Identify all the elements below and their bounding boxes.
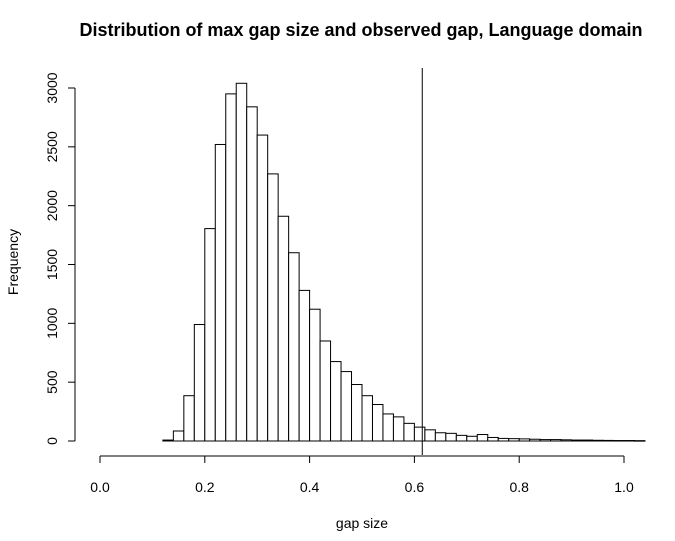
histogram-bar: [529, 438, 541, 442]
x-tick-label: 0.8: [509, 479, 529, 495]
histogram-bar: [330, 361, 342, 442]
histogram-bar: [267, 173, 279, 442]
x-tick-label: 0.4: [300, 479, 320, 495]
histogram-bar: [602, 439, 615, 442]
histogram-bar: [298, 289, 311, 442]
histogram-bar: [581, 439, 594, 442]
histogram-bar: [592, 439, 604, 442]
histogram-bar: [424, 429, 436, 442]
histogram-bar: [445, 432, 457, 442]
histogram-bar: [434, 432, 447, 442]
histogram-bar: [162, 439, 174, 442]
histogram-bar: [225, 93, 237, 442]
histogram-bar: [623, 440, 635, 442]
y-axis-label: Frequency: [5, 229, 21, 295]
y-tick-label: 2000: [44, 190, 60, 221]
histogram-bar: [633, 440, 646, 442]
histogram-bar: [172, 430, 185, 442]
histogram-bars: [162, 82, 646, 442]
histogram-bar: [466, 435, 478, 442]
histogram-bar: [413, 426, 426, 442]
histogram-bar: [560, 439, 573, 442]
histogram-bar: [403, 422, 415, 442]
histogram-bar: [550, 439, 562, 442]
y-tick-label: 500: [44, 370, 60, 394]
histogram-bar: [476, 434, 489, 442]
histogram-bar: [571, 439, 583, 442]
histogram-bar: [309, 308, 321, 442]
histogram-bar: [518, 438, 531, 442]
histogram-bar: [288, 252, 300, 442]
histogram-bar: [371, 404, 384, 442]
histogram-bar: [256, 134, 269, 442]
y-tick-label: 3000: [44, 72, 60, 103]
histogram-bar: [613, 440, 625, 442]
histogram-bar: [382, 413, 394, 442]
histogram-bar: [340, 371, 353, 442]
histogram-bar: [487, 436, 499, 442]
histogram-bar: [455, 434, 468, 442]
x-tick-label: 1.0: [614, 479, 634, 495]
x-tick-label: 0.0: [90, 479, 110, 495]
y-tick-label: 2500: [44, 131, 60, 162]
y-tick-label: 1000: [44, 308, 60, 339]
x-axis: 0.0 0.2 0.4 0.6 0.8 1.0: [90, 455, 634, 495]
histogram-bar: [235, 82, 248, 442]
histogram-bar: [351, 384, 363, 442]
histogram-bar: [361, 395, 373, 442]
histogram-bar: [539, 439, 552, 442]
histogram-bar: [392, 416, 405, 442]
y-tick-label: 1500: [44, 249, 60, 280]
histogram-bar: [508, 438, 520, 442]
chart-title: Distribution of max gap size and observe…: [79, 20, 642, 40]
histogram-bar: [204, 228, 216, 442]
histogram-bar: [214, 143, 227, 442]
histogram-bar: [183, 395, 195, 442]
histogram-bar: [497, 437, 510, 442]
histogram-bar: [277, 215, 290, 442]
histogram-bar: [193, 324, 206, 442]
histogram-bar: [246, 106, 258, 442]
y-tick-label: 0: [44, 437, 60, 445]
x-axis-label: gap size: [336, 515, 388, 531]
y-axis: 0 500 1000 1500 2000 2500 3000: [44, 72, 76, 445]
histogram-bar: [319, 340, 332, 442]
x-tick-label: 0.2: [195, 479, 215, 495]
x-tick-label: 0.6: [405, 479, 425, 495]
